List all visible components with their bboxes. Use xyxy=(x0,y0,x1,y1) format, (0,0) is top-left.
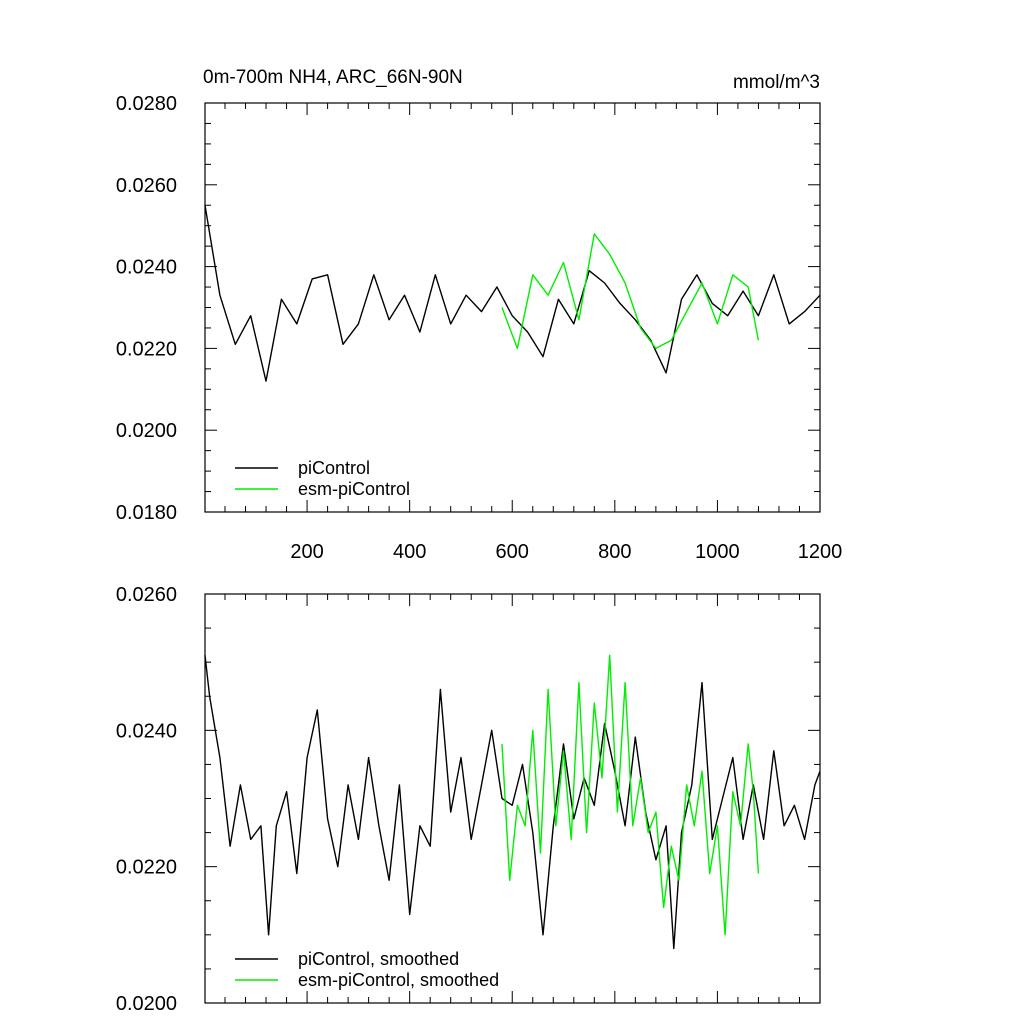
top-y-tick-label: 0.0240 xyxy=(116,257,177,279)
top-x-tick-label: 1000 xyxy=(695,541,740,563)
bottom-panel: 0.0200 0.0220 0.0240 0.0260 piControl, smoo… xyxy=(116,584,821,1015)
top-x-tick-label: 400 xyxy=(393,541,426,563)
top-x-tick-label: 1200 xyxy=(798,541,843,563)
bottom-y-tick-label: 0.0260 xyxy=(116,584,177,606)
top-y-tick-label: 0.0260 xyxy=(116,175,177,197)
top-series-picontrol-line xyxy=(204,205,821,382)
chart-units: mmol/m^3 xyxy=(733,72,820,93)
top-x-tick-label: 200 xyxy=(290,541,323,563)
top-legend-label-0: piControl xyxy=(298,458,370,478)
top-ticks: 200 400 600 800 1000 1200 0.0180 0.0200 0.0220 0.… xyxy=(116,93,842,563)
top-panel: 200 400 600 800 1000 1200 0.0180 0.0200 0.0220 0.… xyxy=(116,93,842,563)
top-x-tick-label: 600 xyxy=(496,541,529,563)
top-y-tick-label: 0.0220 xyxy=(116,338,177,360)
top-series-group xyxy=(204,205,821,382)
bottom-series-picontrol-line xyxy=(204,655,821,950)
bottom-ticks: 0.0200 0.0220 0.0240 0.0260 xyxy=(116,584,820,1015)
bottom-legend-label-0: piControl, smoothed xyxy=(298,949,459,969)
bottom-y-tick-label: 0.0200 xyxy=(116,993,177,1015)
top-series-esm-picontrol-line xyxy=(501,233,760,350)
top-legend-label-1: esm-piControl xyxy=(298,479,410,499)
bottom-y-tick-label: 0.0220 xyxy=(116,857,177,879)
bottom-y-tick-label: 0.0240 xyxy=(116,720,177,742)
top-y-tick-label: 0.0200 xyxy=(116,420,177,442)
top-y-tick-label: 0.0180 xyxy=(116,502,177,524)
top-y-tick-label: 0.0280 xyxy=(116,93,177,115)
chart-title: 0m-700m NH4, ARC_66N-90N xyxy=(203,67,463,88)
bottom-series-esm-picontrol-line xyxy=(501,654,760,936)
top-x-tick-label: 800 xyxy=(598,541,631,563)
bottom-legend-label-1: esm-piControl, smoothed xyxy=(298,970,499,990)
bottom-series-group xyxy=(204,654,821,950)
